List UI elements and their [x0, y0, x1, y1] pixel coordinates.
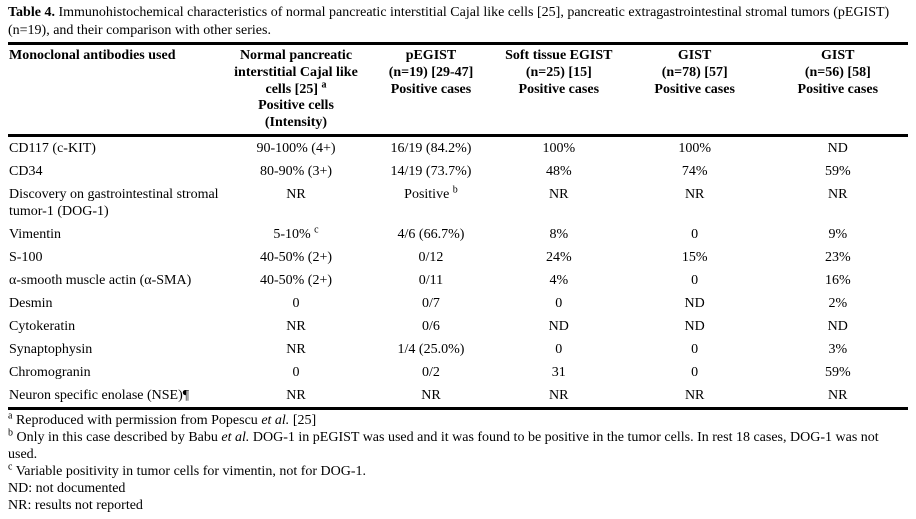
value-cell: 0/7: [422, 295, 440, 311]
value-cell: 3%: [828, 341, 848, 357]
value-cell: 100%: [542, 140, 576, 156]
value-cell: ND: [684, 318, 705, 334]
table-body: CD117 (c-KIT) 90-100% (4+) 16/19 (84.2%) 10…: [8, 135, 908, 410]
value-cell: ND: [827, 140, 848, 156]
footnote: b Only in this case described by Babu et…: [8, 427, 879, 462]
table-row: S-100 40-50% (2+) 0/12 24% 15% 23%: [8, 246, 908, 269]
antibody-name-cell: Neuron specific enolase (NSE)¶: [8, 383, 226, 410]
value-cell: NR: [286, 186, 306, 202]
value-cell: NR: [684, 186, 705, 202]
value-cell: 0: [691, 272, 699, 288]
value-cell: 80-90% (3+): [259, 163, 333, 179]
column-header-0: Monoclonal antibodies used: [8, 43, 226, 137]
value-cell: 0: [555, 341, 563, 357]
value-cell: 14/19 (73.7%): [390, 163, 472, 179]
antibody-name-cell: α-smooth muscle actin (α-SMA): [9, 272, 192, 288]
value-cell: 48%: [545, 163, 572, 179]
footnote: c Variable positivity in tumor cells for…: [8, 461, 367, 479]
value-cell: 0: [292, 295, 300, 311]
value-cell: 23%: [824, 249, 851, 265]
value-cell: NR: [286, 341, 306, 357]
table-caption-label: Table 4.: [8, 5, 55, 20]
value-cell: 9%: [828, 226, 848, 242]
value-cell: NR: [549, 186, 569, 202]
table-row: Discovery on gastrointestinal stromal tu…: [8, 183, 908, 223]
table-row: CD34 80-90% (3+) 14/19 (73.7%) 48% 74% 59%: [8, 160, 908, 183]
column-header-3: Soft tissue EGIST (n=25) [15] Positive cas…: [495, 43, 622, 137]
footnotes: a Reproduced with permission from Popesc…: [8, 410, 908, 514]
antibody-name-cell: Chromogranin: [9, 364, 91, 380]
value-cell: NR: [828, 186, 848, 202]
footnote: NR: results not reported: [8, 497, 143, 513]
footnote: a Reproduced with permission from Popesc…: [8, 410, 317, 428]
antibody-name-cell: Vimentin: [9, 226, 62, 242]
value-cell: 40-50% (2+): [259, 249, 333, 265]
value-cell: 16/19 (84.2%): [390, 140, 472, 156]
value-cell: 74%: [681, 163, 708, 179]
antibody-name-cell: Desmin: [9, 295, 53, 311]
value-cell: 1/4 (25.0%): [397, 341, 465, 357]
value-cell: ND: [827, 318, 848, 334]
value-cell: 0/2: [422, 364, 440, 380]
value-cell: 0: [555, 295, 563, 311]
table-row: Synaptophysin NR 1/4 (25.0%) 0 0 3%: [8, 338, 908, 361]
table-row: CD117 (c-KIT) 90-100% (4+) 16/19 (84.2%) 10…: [8, 135, 908, 160]
antibody-name-cell: Cytokeratin: [9, 318, 76, 334]
value-cell: 2%: [828, 295, 848, 311]
table-row: α-smooth muscle actin (α-SMA) 40-50% (2+)…: [8, 269, 908, 292]
value-cell: 15%: [681, 249, 708, 265]
value-cell: 59%: [824, 364, 851, 380]
value-cell: NR: [767, 383, 908, 410]
table-caption-text: Immunohistochemical characteristics of n…: [8, 5, 890, 38]
value-cell: 90-100% (4+): [256, 140, 336, 156]
table-row: Vimentin 5-10% c 4/6 (66.7%) 8% 0 9%: [8, 223, 908, 246]
value-cell: NR: [621, 383, 768, 410]
value-cell: NR: [225, 383, 367, 410]
value-cell: Positive b: [404, 184, 458, 202]
value-cell: 100%: [678, 140, 711, 156]
column-header-5: GIST (n=56) [58] Positive cases: [767, 43, 908, 137]
value-cell: 16%: [824, 272, 851, 288]
table-row: Desmin 0 0/7 0 ND 2%: [8, 292, 908, 315]
value-cell: 4%: [549, 272, 569, 288]
value-cell: 0/12: [418, 249, 444, 265]
table-row: Cytokeratin NR 0/6 ND ND ND: [8, 315, 908, 338]
table-header: Monoclonal antibodies used Normal pancrea…: [8, 43, 908, 137]
value-cell: 24%: [545, 249, 572, 265]
value-cell: 5-10% c: [273, 224, 319, 242]
value-cell: NR: [366, 383, 496, 410]
column-header-2: pEGIST (n=19) [29-47] Positive cases: [366, 43, 496, 137]
value-cell: ND: [548, 318, 569, 334]
table-row: Chromogranin 0 0/2 31 0 59%: [8, 361, 908, 384]
value-cell: NR: [286, 318, 306, 334]
value-cell: NR: [495, 383, 622, 410]
column-header-4: GIST (n=78) [57] Positive cases: [621, 43, 768, 137]
value-cell: ND: [684, 295, 705, 311]
footnote: ND: not documented: [8, 480, 126, 496]
antibody-name-cell: CD117 (c-KIT): [9, 140, 96, 156]
header-row: Monoclonal antibodies used Normal pancrea…: [8, 43, 908, 137]
antibody-name-cell: S-100: [9, 249, 43, 265]
value-cell: 0: [691, 341, 699, 357]
immunohistochemistry-table: Monoclonal antibodies used Normal pancrea…: [8, 42, 908, 410]
value-cell: 0/11: [418, 272, 444, 288]
value-cell: 0: [691, 226, 699, 242]
value-cell: 4/6 (66.7%): [397, 226, 465, 242]
column-header-1: Normal pancreatic interstitial Cajal like…: [225, 43, 367, 137]
table-caption: Table 4. Immunohistochemical characteris…: [8, 4, 908, 39]
value-cell: 40-50% (2+): [259, 272, 333, 288]
value-cell: 8%: [549, 226, 569, 242]
value-cell: 59%: [824, 163, 851, 179]
value-cell: 0: [292, 364, 300, 380]
value-cell: 0: [691, 364, 699, 380]
value-cell: 0/6: [422, 318, 440, 334]
antibody-name-cell: CD34: [9, 163, 43, 179]
antibody-name-cell: Discovery on gastrointestinal stromal tu…: [9, 186, 219, 219]
table-row: Neuron specific enolase (NSE)¶ NR NR NR NR NR: [8, 383, 908, 410]
value-cell: 31: [551, 364, 566, 380]
antibody-name-cell: Synaptophysin: [9, 341, 93, 357]
